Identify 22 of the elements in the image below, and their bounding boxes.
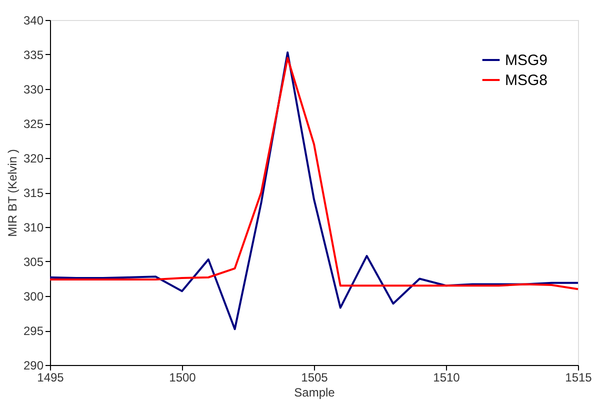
x-tick-label: 1500 <box>169 370 196 384</box>
y-tick-label: 330 <box>23 82 44 96</box>
x-tick-label: 1510 <box>433 370 460 384</box>
y-axis-title: MIR BT (Kelvin ) <box>5 149 20 237</box>
x-tick-label: 1515 <box>565 370 592 384</box>
x-tick-label: 1495 <box>37 370 64 384</box>
y-tick-label: 340 <box>23 14 44 28</box>
y-tick-label: 335 <box>23 48 44 62</box>
y-tick-label: 305 <box>23 255 44 269</box>
y-tick-label: 320 <box>23 152 44 166</box>
x-axis-title: Sample <box>294 386 336 400</box>
y-tick-label: 290 <box>23 358 44 372</box>
y-tick-label: 300 <box>23 290 44 304</box>
y-tick-label: 325 <box>23 117 44 131</box>
y-tick-label: 315 <box>23 186 44 200</box>
y-tick-label: 310 <box>23 220 44 234</box>
line-series <box>49 56 579 290</box>
legend-label: MSG8 <box>505 72 548 89</box>
line-series <box>49 51 579 330</box>
x-tick-label: 1505 <box>301 370 328 384</box>
y-tick-label: 295 <box>23 324 44 338</box>
legend-label: MSG9 <box>505 52 548 69</box>
